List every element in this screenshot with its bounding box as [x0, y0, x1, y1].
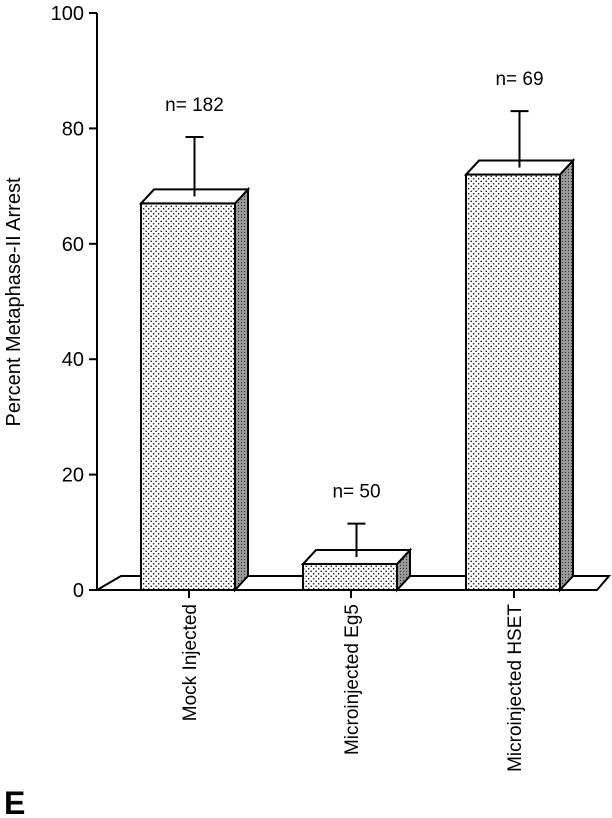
y-axis: 0 20 40 60 80 100	[51, 3, 98, 602]
n-count-label: n= 50	[332, 482, 380, 503]
y-tick-label: 0	[73, 580, 84, 602]
y-tick-label: 40	[62, 349, 84, 371]
bar-side	[234, 186, 249, 593]
x-category-label: Microinjected HSET	[505, 604, 526, 772]
x-category-label: Mock Injected	[180, 604, 201, 721]
bar-side	[559, 158, 574, 593]
x-category-label: Microinjected Eg5	[342, 604, 363, 755]
y-axis-title: Percent Metaphase-II Arrest	[3, 177, 25, 426]
y-tick-label: 100	[51, 3, 84, 25]
y-tick-label: 80	[62, 118, 84, 140]
chart-floor	[93, 575, 612, 591]
n-count-label: n= 69	[495, 69, 543, 90]
y-tick-label: 60	[62, 234, 84, 256]
y-tick-label: 20	[62, 465, 84, 487]
bar-group	[463, 110, 576, 593]
panel-letter: E	[4, 785, 25, 818]
chart-floor-layer	[93, 575, 612, 591]
bar	[140, 202, 236, 591]
n-count-label: n= 182	[165, 95, 224, 116]
bar	[302, 563, 398, 591]
bars-layer	[138, 110, 576, 593]
bar-group	[300, 522, 413, 593]
bar	[465, 173, 561, 591]
labels-layer: n= 182 Mock Injected n= 50 Microinjected Eg…	[165, 69, 543, 772]
bar-group	[138, 136, 251, 593]
